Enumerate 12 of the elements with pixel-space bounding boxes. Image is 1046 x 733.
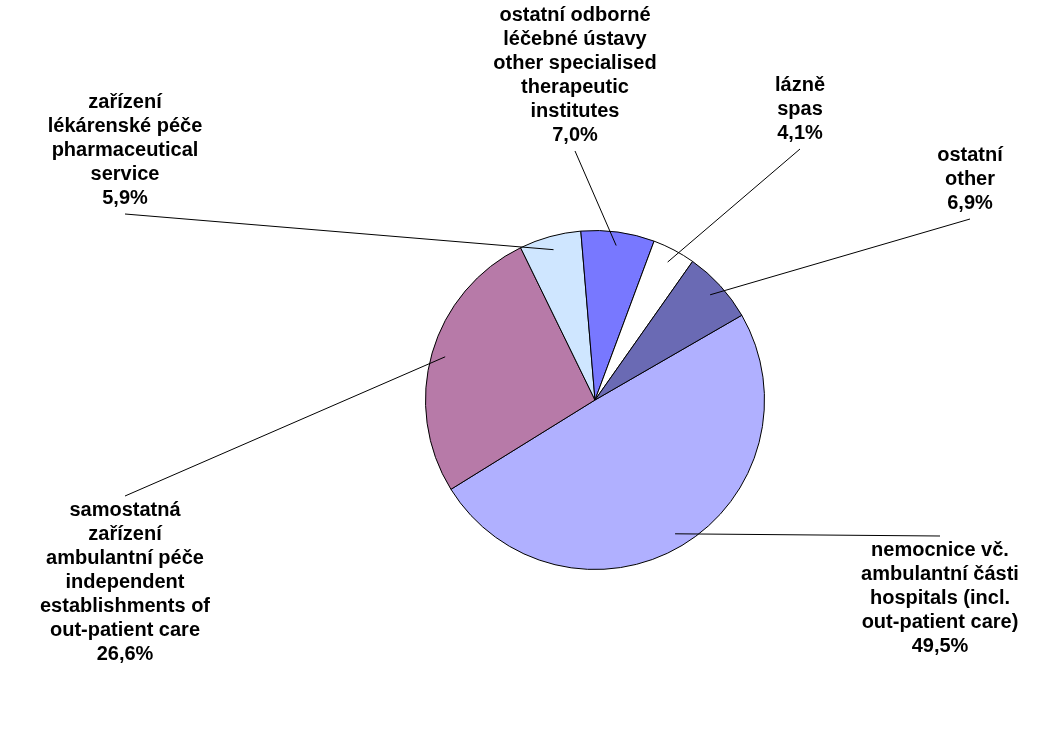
- slice-label: zařízení lékárenské péče pharmaceutical service: [47, 89, 203, 184]
- slice-label: ostatní other: [937, 142, 1005, 189]
- data-label: 7,0%: [552, 122, 599, 145]
- data-label: 4,1%: [777, 120, 824, 143]
- slice-label: samostatná zařízení ambulantní péče independent establishments of out-patient care: [39, 497, 211, 640]
- data-label: 5,9%: [102, 185, 149, 208]
- data-label: 6,9%: [947, 190, 994, 213]
- slice-label: ostatní odborné léčebné ústavy other specialised therapeutic institutes: [493, 2, 657, 121]
- slice-label: nemocnice vč. ambulantní části hospitals (incl. out-patient care): [861, 537, 1019, 632]
- data-label: 26,6%: [96, 641, 154, 664]
- data-label: 49,5%: [911, 633, 969, 656]
- slice-label: lázně spas: [774, 72, 826, 119]
